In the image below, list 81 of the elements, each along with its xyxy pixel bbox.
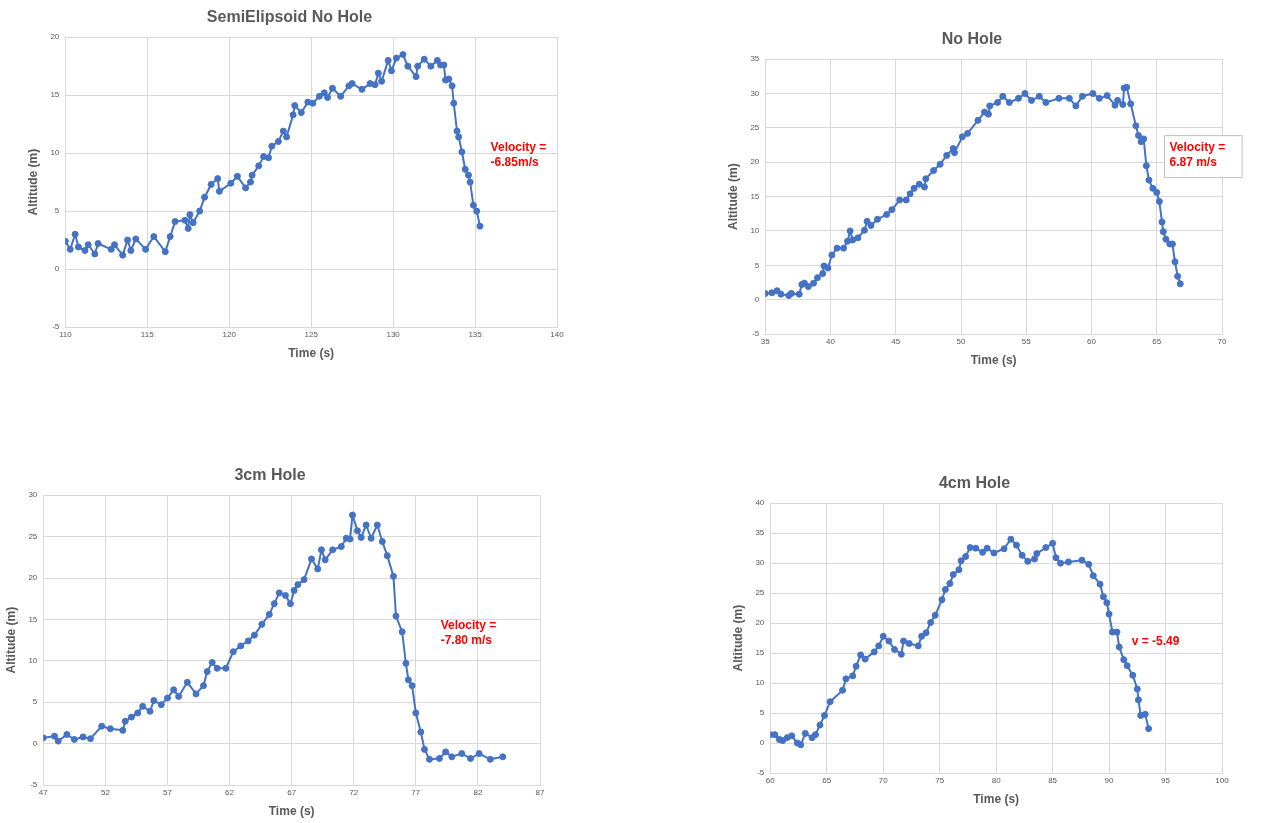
x-tick-label: 140 xyxy=(550,330,565,339)
x-tick-label: 50 xyxy=(956,337,967,346)
x-tick-label: 115 xyxy=(140,330,155,339)
annotation: Velocity = -7.80 m/s xyxy=(440,618,497,648)
y-tick-label: 20 xyxy=(28,573,38,583)
x-tick-label: 80 xyxy=(991,776,1002,785)
x-tick-label: 82 xyxy=(473,788,483,797)
y-tick-label: 15 xyxy=(750,191,760,201)
x-tick-label: 70 xyxy=(878,776,889,785)
y-tick-label: 5 xyxy=(32,697,38,707)
x-axis-title: Time (s) xyxy=(973,792,1020,807)
x-tick-label: 67 xyxy=(287,788,297,797)
x-tick-label: 55 xyxy=(1021,337,1032,346)
y-tick-label: -5 xyxy=(52,322,60,332)
annotation: v = -5.49 xyxy=(1131,633,1180,648)
y-tick-label: 0 xyxy=(54,264,60,274)
x-tick-label: 100 xyxy=(1215,776,1230,785)
y-tick-label: 0 xyxy=(754,294,760,304)
x-tick-label: 72 xyxy=(349,788,359,797)
y-axis-title: Altitude (m) xyxy=(25,148,40,216)
y-tick-label: 30 xyxy=(28,490,38,500)
y-tick-label: 0 xyxy=(32,738,38,748)
y-tick-label: 15 xyxy=(50,90,60,100)
y-tick-label: 10 xyxy=(755,678,765,688)
x-tick-label: 65 xyxy=(1152,337,1162,346)
x-tick-label: 60 xyxy=(765,776,776,785)
x-axis-title: Time (s) xyxy=(268,804,315,819)
y-axis-title: Altitude (m) xyxy=(725,163,740,230)
chart-title: 3cm Hole xyxy=(234,466,306,484)
y-tick-label: -5 xyxy=(30,780,38,790)
x-tick-label: 60 xyxy=(1087,337,1097,346)
y-tick-label: 10 xyxy=(750,226,760,236)
x-tick-label: 40 xyxy=(826,337,836,346)
y-tick-label: 20 xyxy=(755,618,765,628)
x-tick-label: 110 xyxy=(58,330,73,339)
x-tick-label: 77 xyxy=(411,788,421,797)
x-tick-label: 85 xyxy=(1048,776,1058,785)
x-tick-label: 95 xyxy=(1161,776,1171,785)
x-tick-label: 45 xyxy=(891,337,901,346)
annotation: Velocity = 6.87 m/s xyxy=(1169,139,1226,169)
y-tick-label: 25 xyxy=(750,123,760,133)
x-tick-label: 87 xyxy=(535,788,545,797)
x-axis-title: Time (s) xyxy=(288,346,335,361)
y-axis-title: Altitude (m) xyxy=(3,606,18,674)
y-tick-label: 15 xyxy=(755,648,765,658)
y-tick-label: 35 xyxy=(750,54,760,64)
chart-title: SemiElipsoid No Hole xyxy=(206,8,373,26)
x-tick-label: 120 xyxy=(222,330,237,339)
x-axis-title: Time (s) xyxy=(970,353,1017,368)
y-tick-label: 40 xyxy=(755,498,765,508)
annotation: Velocity = -6.85m/s xyxy=(490,139,547,169)
y-tick-label: 5 xyxy=(759,708,765,718)
y-tick-label: 10 xyxy=(28,656,38,665)
y-tick-label: 20 xyxy=(50,32,60,42)
x-tick-label: 57 xyxy=(163,788,173,797)
x-tick-label: 75 xyxy=(935,776,945,785)
y-tick-label: 25 xyxy=(755,588,765,598)
y-tick-label: 5 xyxy=(54,206,60,216)
chart-title: No Hole xyxy=(941,30,1003,48)
x-tick-label: 65 xyxy=(822,776,832,785)
y-axis-title: Altitude (m) xyxy=(730,604,745,672)
y-tick-label: -5 xyxy=(757,768,765,778)
x-tick-label: 125 xyxy=(304,330,319,339)
x-tick-label: 52 xyxy=(100,788,111,797)
y-tick-label: 35 xyxy=(755,528,765,538)
y-tick-label: 20 xyxy=(750,157,760,167)
y-tick-label: 30 xyxy=(755,558,765,568)
y-tick-label: 25 xyxy=(28,531,38,541)
x-tick-label: 90 xyxy=(1104,776,1115,785)
x-tick-label: 47 xyxy=(38,788,49,797)
chart-title: 4cm Hole xyxy=(938,474,1011,492)
x-tick-label: 130 xyxy=(386,330,401,339)
y-tick-label: 10 xyxy=(50,148,60,158)
y-tick-label: -5 xyxy=(752,329,760,339)
x-tick-label: 70 xyxy=(1217,337,1227,346)
y-tick-label: 0 xyxy=(759,738,765,748)
y-tick-label: 5 xyxy=(754,260,760,270)
y-tick-label: 30 xyxy=(750,88,760,98)
x-tick-label: 62 xyxy=(225,788,235,797)
x-tick-label: 135 xyxy=(468,330,483,339)
y-tick-label: 15 xyxy=(28,614,38,624)
